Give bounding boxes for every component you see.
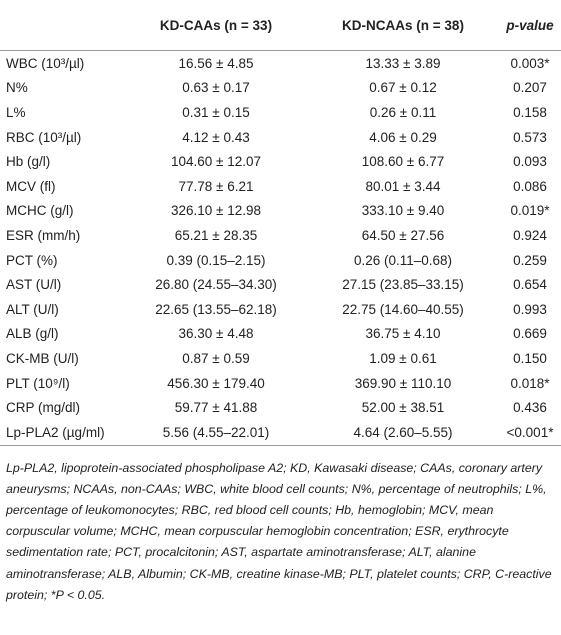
- row-label: CK-MB (U/l): [6, 350, 79, 366]
- table-cell: 80.01 ± 3.44: [365, 178, 441, 194]
- table-cell: 52.00 ± 38.51: [361, 400, 445, 416]
- table-row: Lp-PLA2 (µg/ml) 5.56 (4.55–22.01) 4.64 (2.…: [0, 419, 561, 446]
- table-cell: 0.436: [513, 400, 547, 416]
- table-cell: 13.33 ± 3.89: [365, 55, 441, 71]
- table-cell: 369.90 ± 110.10: [354, 375, 452, 391]
- header-cell: p-value: [499, 0, 561, 51]
- table-cell: 0.003*: [510, 55, 550, 71]
- table-cell: 0.086: [513, 178, 547, 194]
- table-cell: 326.10 ± 12.98: [171, 203, 261, 219]
- table-cell: 0.018*: [510, 375, 550, 391]
- table-cell: 0.26 ± 0.11: [369, 104, 437, 120]
- row-label: ESR (mm/h): [6, 227, 81, 243]
- table-cell: 0.019*: [510, 203, 550, 219]
- table-cell: 65.21 ± 28.35: [174, 227, 258, 243]
- header-row: KD-CAAs (n = 33) KD-NCAAs (n = 38) p-value: [0, 0, 561, 51]
- header-cell: KD-CAAs (n = 33): [125, 0, 307, 51]
- table-cell: 0.669: [513, 326, 547, 342]
- table-note: Lp-PLA2, lipoprotein-associated phosphol…: [6, 460, 552, 602]
- table-row: ALB (g/l) 36.30 ± 4.48 36.75 ± 4.10 0.669: [0, 322, 561, 347]
- table-cell: 0.67 ± 0.12: [369, 80, 437, 96]
- table-cell: 0.093: [513, 154, 547, 170]
- table-cell: 0.158: [513, 104, 547, 120]
- table-cell: 64.50 ± 27.56: [361, 227, 445, 243]
- table-cell: 4.06 ± 0.29: [369, 129, 437, 145]
- table-cell: 0.924: [513, 227, 547, 243]
- row-label: Lp-PLA2 (µg/ml): [0, 419, 125, 446]
- table-cell: 0.31 ± 0.15: [182, 104, 250, 120]
- table-cell: <0.001*: [499, 419, 561, 446]
- row-label: PCT (%): [6, 252, 58, 268]
- row-label: CRP (mg/dl): [6, 400, 81, 416]
- table-cell: 59.77 ± 41.88: [174, 400, 258, 416]
- table-row: AST (U/l) 26.80 (24.55–34.30) 27.15 (23.85…: [0, 272, 561, 297]
- table-cell: 36.30 ± 4.48: [178, 326, 254, 342]
- data-table: KD-CAAs (n = 33) KD-NCAAs (n = 38) p-value…: [0, 0, 561, 446]
- table-row: N% 0.63 ± 0.17 0.67 ± 0.12 0.207: [0, 76, 561, 101]
- row-label: PLT (10⁹/l): [6, 375, 70, 391]
- table-row: ESR (mm/h) 65.21 ± 28.35 64.50 ± 27.56 0.92…: [0, 223, 561, 248]
- table-row: L% 0.31 ± 0.15 0.26 ± 0.11 0.158: [0, 100, 561, 125]
- table-cell: 0.63 ± 0.17: [182, 80, 250, 96]
- table-row: RBC (10³/µl) 4.12 ± 0.43 4.06 ± 0.29 0.573: [0, 125, 561, 150]
- table-cell: 36.75 ± 4.10: [365, 326, 441, 342]
- table-cell: 456.30 ± 179.40: [167, 375, 265, 391]
- row-label: AST (U/l): [6, 277, 62, 293]
- table-row: MCHC (g/l) 326.10 ± 12.98 333.10 ± 9.40 0.0…: [0, 199, 561, 224]
- table-cell: 1.09 ± 0.61: [369, 350, 437, 366]
- table-cell: 4.12 ± 0.43: [182, 129, 250, 145]
- table-row: ALT (U/l) 22.65 (13.55–62.18) 22.75 (14.60…: [0, 297, 561, 322]
- table-cell: 0.87 ± 0.59: [182, 350, 250, 366]
- table-row: CRP (mg/dl) 59.77 ± 41.88 52.00 ± 38.51 0.4…: [0, 395, 561, 420]
- table-row: CK-MB (U/l) 0.87 ± 0.59 1.09 ± 0.61 0.150: [0, 346, 561, 371]
- header-cell: KD-NCAAs (n = 38): [307, 0, 499, 51]
- table-row: WBC (10³/µl) 16.56 ± 4.85 13.33 ± 3.89 0.00…: [0, 51, 561, 76]
- row-label: L%: [6, 104, 26, 120]
- table-cell: 0.654: [513, 277, 547, 293]
- table-cell: 27.15 (23.85–33.15): [342, 277, 464, 293]
- header-cell: [0, 0, 125, 51]
- table-cell: 77.78 ± 6.21: [178, 178, 254, 194]
- row-label: ALB (g/l): [6, 326, 59, 342]
- row-label: MCV (fl): [6, 178, 56, 194]
- table-body: WBC (10³/µl) 16.56 ± 4.85 13.33 ± 3.89 0.00…: [0, 51, 561, 446]
- table-cell: 5.56 (4.55–22.01): [125, 419, 307, 446]
- table-cell: 0.26 (0.11–0.68): [353, 252, 453, 268]
- table-cell: 16.56 ± 4.85: [178, 55, 254, 71]
- table-cell: 0.39 (0.15–2.15): [166, 252, 266, 268]
- table-cell: 26.80 (24.55–34.30): [155, 277, 277, 293]
- table-cell: 22.65 (13.55–62.18): [155, 301, 277, 317]
- row-label: Hb (g/l): [6, 154, 51, 170]
- table-cell: 0.993: [513, 301, 547, 317]
- table-cell: 0.150: [513, 350, 547, 366]
- row-label: RBC (10³/µl): [6, 129, 82, 145]
- table-row: Hb (g/l) 104.60 ± 12.07 108.60 ± 6.77 0.093: [0, 149, 561, 174]
- table-cell: 0.259: [513, 252, 547, 268]
- table-cell: 0.573: [513, 129, 547, 145]
- row-label: N%: [6, 80, 28, 96]
- table-row: PCT (%) 0.39 (0.15–2.15) 0.26 (0.11–0.68) 0…: [0, 248, 561, 273]
- table-cell: 104.60 ± 12.07: [171, 154, 261, 170]
- row-label: ALT (U/l): [6, 301, 59, 317]
- table-cell: 333.10 ± 9.40: [361, 203, 445, 219]
- table-cell: 22.75 (14.60–40.55): [342, 301, 464, 317]
- table-header: KD-CAAs (n = 33) KD-NCAAs (n = 38) p-value: [0, 0, 561, 51]
- row-label: MCHC (g/l): [6, 203, 74, 219]
- table-row: PLT (10⁹/l) 456.30 ± 179.40 369.90 ± 110.1…: [0, 371, 561, 396]
- table-row: MCV (fl) 77.78 ± 6.21 80.01 ± 3.44 0.086: [0, 174, 561, 199]
- table-cell: 4.64 (2.60–5.55): [307, 419, 499, 446]
- table-cell: 108.60 ± 6.77: [361, 154, 445, 170]
- row-label: WBC (10³/µl): [6, 55, 85, 71]
- table-cell: 0.207: [513, 80, 547, 96]
